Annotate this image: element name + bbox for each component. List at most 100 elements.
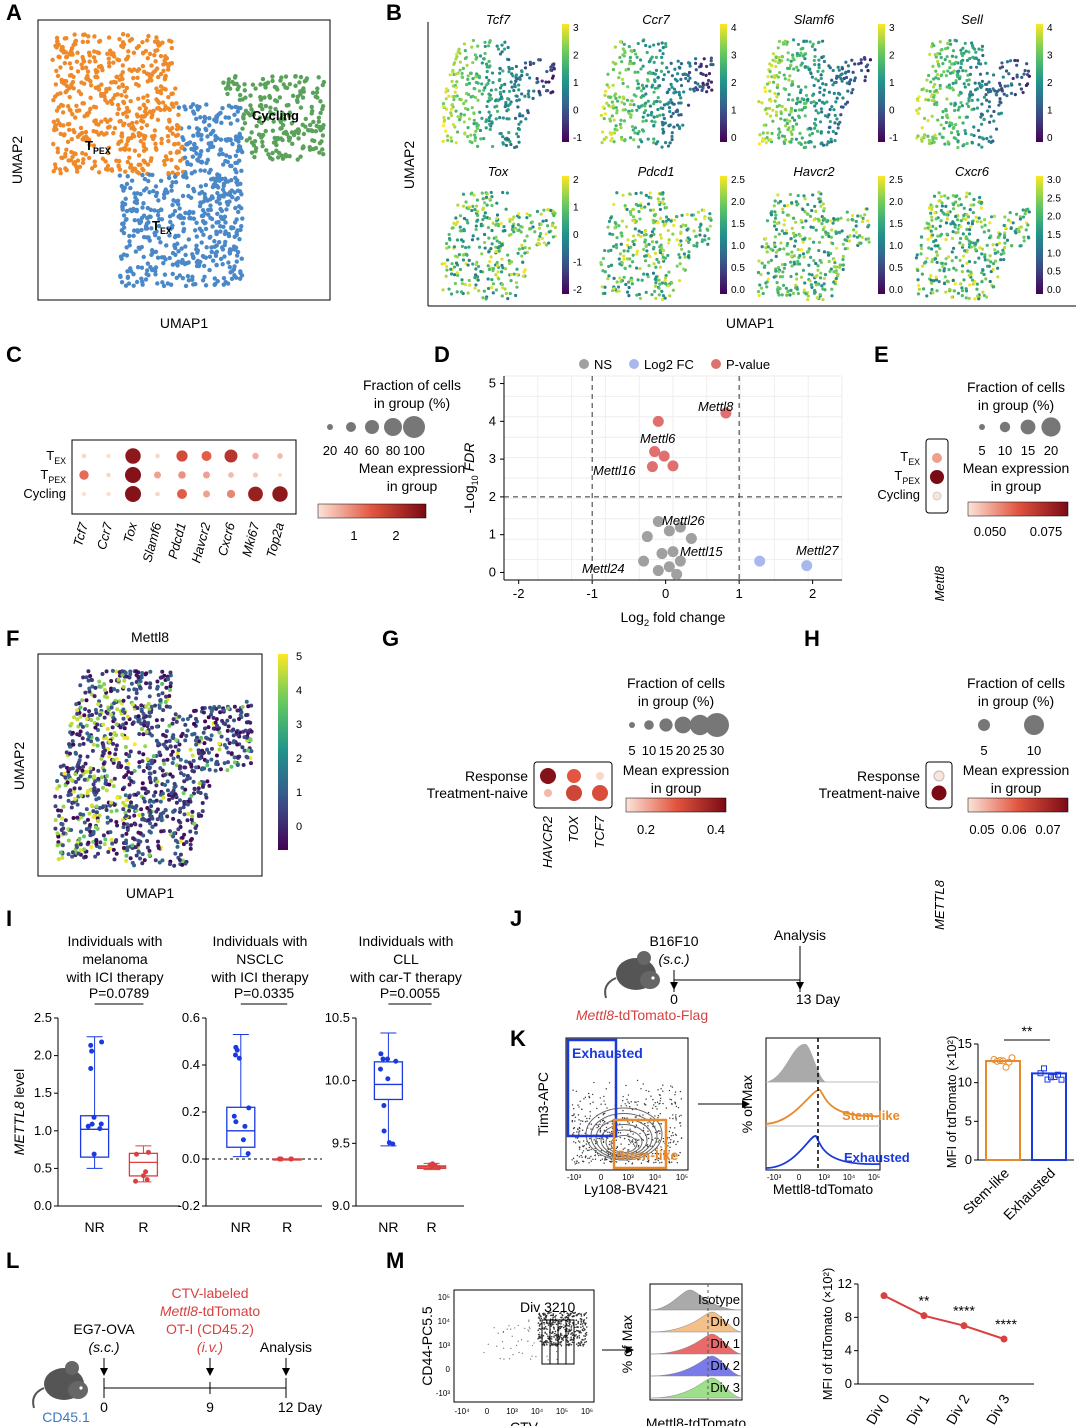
expr-point [938, 234, 942, 238]
expr-point [940, 115, 944, 120]
expr-point [661, 52, 665, 56]
expr-point [791, 127, 795, 132]
expr-point [957, 197, 962, 201]
expr-point [515, 267, 519, 271]
umap-point [199, 149, 204, 154]
expr-point [764, 246, 768, 250]
expr-point [483, 201, 487, 205]
expr-point [544, 89, 549, 93]
expr-point [846, 218, 850, 222]
expr-point [462, 120, 466, 124]
expr-point [942, 126, 946, 130]
umap-point [196, 127, 202, 132]
expr-point [619, 118, 623, 122]
expr-point [817, 197, 821, 201]
expr-point [985, 136, 989, 141]
volcano-point [801, 560, 813, 572]
umap-point [161, 68, 166, 73]
umap-point [254, 123, 259, 129]
expr-point [957, 77, 962, 81]
umap-point [318, 110, 323, 116]
expr-point [630, 99, 634, 103]
gene-label-Mettl26: Mettl26 [662, 513, 705, 528]
umap-point [212, 244, 217, 250]
expr-point [658, 282, 662, 286]
expr-point [813, 62, 817, 67]
expr-point [452, 273, 457, 277]
expr-point [644, 243, 649, 247]
expr-point [980, 113, 985, 117]
volcano-point [685, 532, 697, 544]
expr-point [645, 50, 649, 55]
umap-point [223, 86, 229, 91]
expr-point [850, 58, 854, 62]
umap-point [282, 117, 287, 122]
expr-point [964, 217, 968, 221]
expr-point [171, 756, 176, 761]
expr-point [458, 60, 463, 64]
expr-point [517, 215, 521, 220]
expr-point [447, 94, 451, 98]
expr-point [818, 90, 822, 94]
expr-point [107, 846, 112, 851]
expr-point [783, 39, 788, 43]
expr-point [56, 840, 61, 845]
umap-point [203, 182, 209, 188]
expr-point [650, 119, 654, 123]
colorbar-tick: 0.5 [1047, 267, 1061, 278]
expr-point [507, 233, 511, 237]
expr-point [974, 56, 978, 60]
umap-point [217, 178, 222, 183]
umap-point [249, 150, 255, 155]
umap-point [183, 283, 189, 289]
expr-point [682, 252, 686, 256]
expr-point [636, 278, 640, 282]
expr-point [83, 690, 88, 695]
expr-point [982, 117, 986, 122]
umap-point [226, 77, 232, 82]
expr-point [141, 732, 146, 737]
expr-point [620, 77, 625, 81]
expr-point [636, 132, 640, 136]
expr-point [923, 226, 927, 231]
expr-point [231, 727, 236, 732]
label-sub: PEX [48, 475, 66, 485]
umap-point [216, 195, 221, 201]
colorbar-tick: 3 [889, 23, 895, 34]
umap-point [221, 282, 226, 287]
expr-point [669, 114, 673, 119]
expr-point [810, 208, 814, 213]
expr-point [1019, 87, 1023, 91]
expr-point [771, 119, 775, 123]
expr-point [497, 249, 501, 253]
umap-point [150, 249, 155, 254]
expr-point [167, 738, 172, 743]
expr-point [950, 236, 955, 241]
dot [176, 450, 188, 462]
expr-point [1002, 92, 1006, 96]
expr-point [639, 89, 644, 93]
umap-point [183, 171, 188, 177]
expr-point [975, 220, 979, 224]
expr-point [782, 218, 787, 222]
umap-point [174, 275, 179, 280]
expr-point [963, 85, 967, 89]
expr-point [709, 56, 713, 60]
expr-point [766, 75, 770, 79]
expr-point [523, 94, 527, 98]
umap-point [88, 83, 94, 88]
expr-point [840, 229, 844, 233]
expr-point [449, 139, 454, 143]
umap-point [108, 117, 113, 122]
dot [932, 491, 942, 501]
umap-point [54, 68, 59, 74]
umap-point [83, 134, 89, 139]
expr-point [657, 200, 661, 204]
umap-point [145, 98, 150, 104]
expr-point [683, 255, 687, 259]
expr-point [125, 798, 130, 803]
expr-point [449, 136, 453, 140]
expr-point [808, 237, 812, 241]
gene-label-Mettl6: Mettl6 [640, 431, 676, 446]
umap-point [193, 281, 198, 287]
